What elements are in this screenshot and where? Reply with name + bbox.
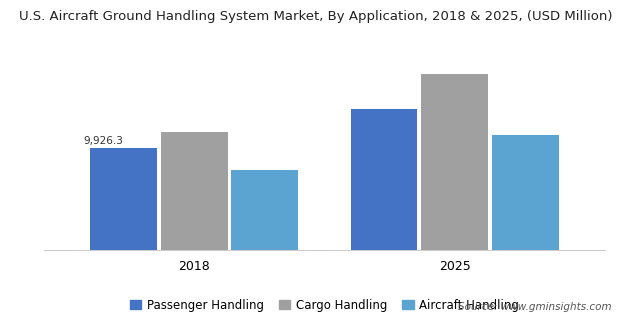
Bar (90, 148, 157, 250)
Text: 9,926.3: 9,926.3 (84, 136, 124, 146)
Bar (161, 132, 228, 250)
Text: U.S. Aircraft Ground Handling System Market, By Application, 2018 & 2025, (USD M: U.S. Aircraft Ground Handling System Mar… (19, 10, 612, 22)
Bar (492, 135, 558, 250)
Bar (421, 74, 488, 250)
Legend: Passenger Handling, Cargo Handling, Aircraft Handling: Passenger Handling, Cargo Handling, Airc… (125, 294, 524, 316)
Bar (232, 170, 298, 250)
Text: Source: www.gminsights.com: Source: www.gminsights.com (458, 301, 612, 312)
Bar (351, 108, 417, 250)
